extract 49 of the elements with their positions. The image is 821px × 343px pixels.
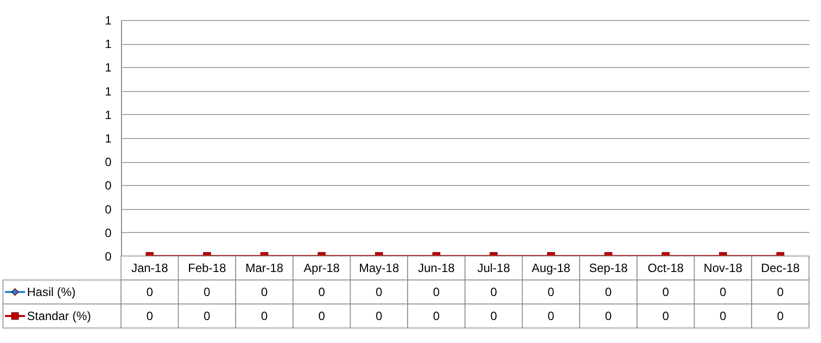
text: 0 bbox=[432, 285, 440, 299]
data-label: 0 bbox=[490, 309, 498, 323]
legend-label: Hasil (%) bbox=[27, 285, 76, 299]
y-tick-label: 1 bbox=[104, 108, 112, 122]
data-label: 0 bbox=[432, 309, 440, 323]
x-tick-label: Nov-18 bbox=[704, 261, 743, 275]
x-tick-label: Jul-18 bbox=[477, 261, 510, 275]
data-label: 0 bbox=[604, 309, 612, 323]
x-tick-label: Apr-18 bbox=[304, 261, 340, 275]
y-tick-label: 0 bbox=[104, 250, 112, 264]
text: 0 bbox=[318, 285, 326, 299]
x-tick-label: Feb-18 bbox=[188, 261, 226, 275]
text: 0 bbox=[490, 285, 498, 299]
data-label: 0 bbox=[146, 309, 154, 323]
legend-label: Standar (%) bbox=[27, 309, 92, 323]
data-label: 0 bbox=[720, 309, 727, 323]
y-tick-label: 1 bbox=[104, 132, 112, 146]
x-tick-label: Sep-18 bbox=[588, 261, 628, 275]
y-tick-label: 0 bbox=[104, 202, 112, 216]
y-tick-label: 1 bbox=[104, 14, 112, 28]
y-tick-label: 1 bbox=[104, 84, 112, 98]
data-label: 0 bbox=[260, 309, 268, 323]
text: 0 bbox=[376, 285, 382, 299]
y-tick-label: 0 bbox=[104, 155, 112, 170]
data-label: 0 bbox=[376, 309, 383, 323]
text: 0 bbox=[604, 285, 612, 299]
x-tick-label: May-18 bbox=[358, 261, 400, 275]
x-tick-label: Jan-18 bbox=[131, 261, 168, 275]
y-tick-label: 0 bbox=[104, 178, 112, 193]
x-tick-label: Dec-18 bbox=[760, 261, 800, 275]
y-tick-label: 1 bbox=[104, 37, 112, 52]
x-tick-label: Jun-18 bbox=[418, 261, 455, 275]
x-tick-label: Mar-18 bbox=[245, 261, 284, 275]
text: 0 bbox=[146, 285, 154, 299]
y-tick-label: 0 bbox=[104, 226, 112, 240]
text: 0 bbox=[662, 285, 670, 299]
data-label: 0 bbox=[204, 309, 211, 323]
text: 0 bbox=[260, 285, 268, 299]
text: 0 bbox=[720, 285, 726, 299]
text: 0 bbox=[548, 285, 554, 299]
y-tick-label: 1 bbox=[104, 60, 112, 75]
data-label: 0 bbox=[662, 309, 670, 323]
x-tick-label: Aug-18 bbox=[532, 261, 571, 275]
data-label: 0 bbox=[318, 309, 326, 323]
text: 0 bbox=[776, 285, 784, 299]
data-label: 0 bbox=[776, 309, 784, 323]
data-label: 0 bbox=[548, 309, 555, 323]
text: 0 bbox=[204, 285, 210, 299]
x-tick-label: Oct-18 bbox=[648, 261, 684, 275]
